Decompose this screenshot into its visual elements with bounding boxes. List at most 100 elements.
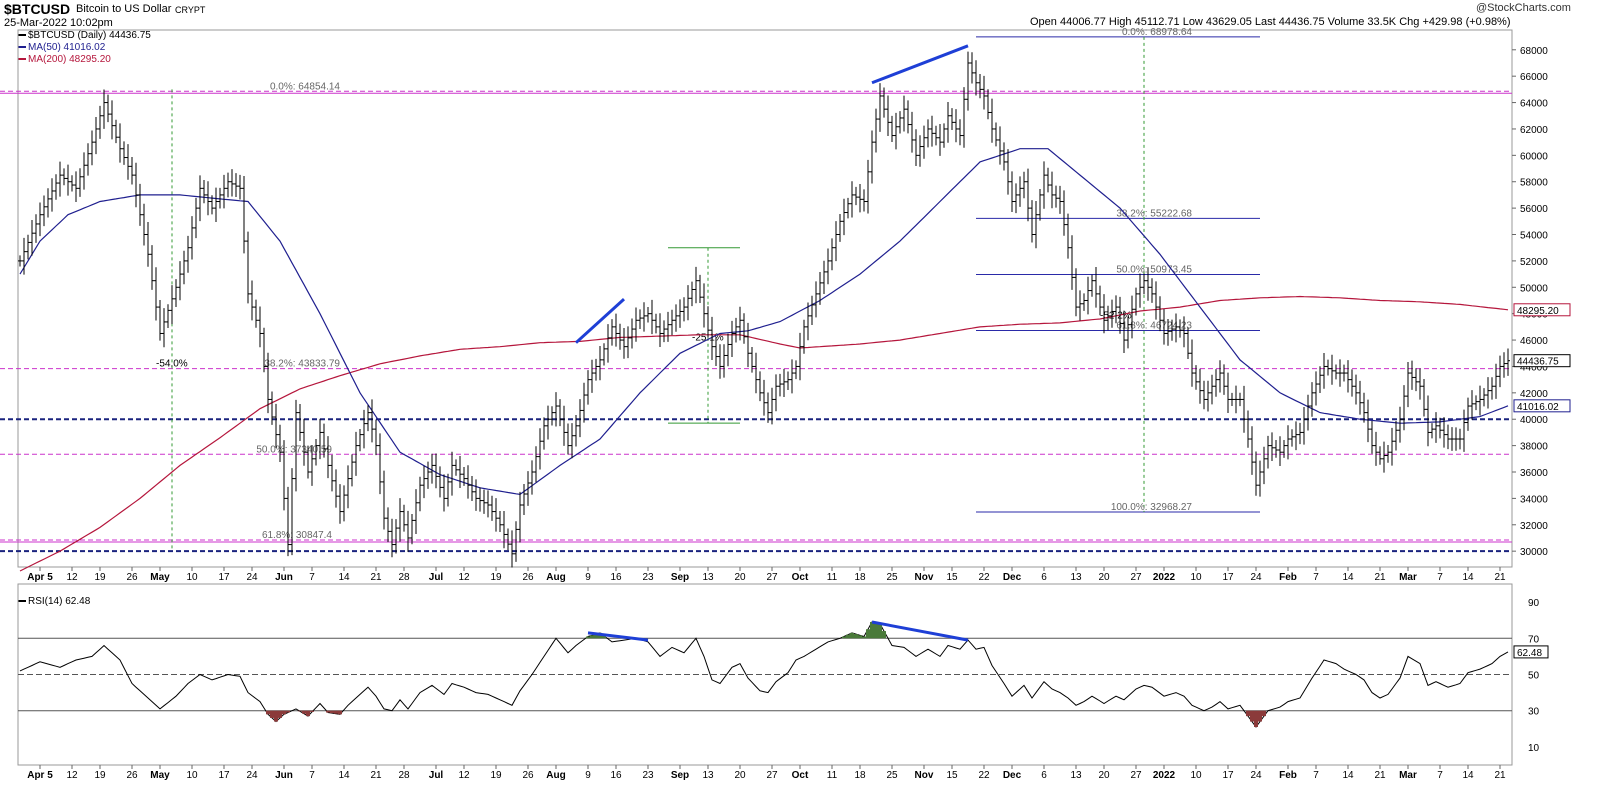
price-bar: [886, 95, 890, 136]
x-tick-label: Sep: [671, 770, 689, 781]
price-bar: [202, 180, 206, 204]
price-bar: [1354, 374, 1358, 405]
x-tick-label: 20: [1098, 572, 1110, 583]
x-tick-label: 12: [458, 572, 470, 583]
rsi-divergence-line: [871, 620, 969, 642]
x-tick-label: 10: [186, 572, 198, 583]
ma200-axis-label-text: 48295.20: [1517, 306, 1559, 317]
x-tick-label: 14: [1462, 572, 1474, 583]
price-bar: [878, 83, 882, 132]
price-bar: [482, 489, 486, 514]
price-bar: [918, 135, 922, 167]
rsi-tick-label: 30: [1528, 707, 1540, 718]
price-bar: [1266, 435, 1270, 469]
price-bar: [1314, 371, 1318, 406]
price-bar: [1018, 176, 1022, 207]
price-bar: [1282, 439, 1286, 458]
x-tick-label: 27: [766, 770, 778, 781]
price-bar: [470, 475, 474, 502]
price-bar: [198, 175, 202, 222]
price-bar: [522, 483, 526, 516]
price-bar: [378, 433, 382, 495]
price-bar: [1150, 278, 1154, 303]
price-bar: [86, 143, 90, 176]
x-tick-label: 24: [246, 572, 258, 583]
price-bar: [894, 112, 898, 150]
x-tick-label: 27: [1130, 770, 1142, 781]
price-bar: [238, 174, 242, 200]
price-bar: [1090, 274, 1094, 297]
price-bar: [318, 418, 322, 460]
price-bar: [414, 489, 418, 535]
x-tick-label: 11: [827, 572, 838, 583]
price-bar: [630, 318, 634, 349]
rsi-tick-label: 70: [1528, 634, 1540, 645]
price-bar: [118, 123, 122, 163]
price-bar: [778, 373, 782, 397]
price-bar: [30, 219, 34, 256]
price-bar: [750, 347, 754, 373]
x-tick-label: 9: [585, 572, 591, 583]
price-bar: [1186, 327, 1190, 360]
price-bar: [678, 299, 682, 328]
fib-annotation: -25.1%: [692, 333, 724, 344]
price-bar: [1074, 268, 1078, 317]
price-bar: [1302, 406, 1306, 445]
price-bar: [342, 485, 346, 522]
price-bar: [114, 119, 118, 144]
x-tick-label: 25: [886, 572, 898, 583]
price-bar: [1182, 316, 1186, 348]
price-bar: [434, 453, 438, 489]
symbol-title: $BTCUSD: [4, 1, 71, 17]
price-bar: [578, 399, 582, 438]
price-bar: [1294, 421, 1298, 451]
price-bar: [614, 313, 618, 347]
price-bar: [562, 405, 566, 446]
x-tick-label: Feb: [1279, 770, 1297, 781]
price-bar: [1442, 417, 1446, 448]
price-bar: [906, 100, 910, 134]
y-tick-label: 34000: [1520, 494, 1548, 505]
price-bar: [1494, 363, 1498, 399]
price-bar: [1014, 183, 1018, 214]
price-bar: [1102, 294, 1106, 334]
x-tick-label: 25: [886, 770, 898, 781]
price-bar: [1086, 276, 1090, 315]
price-bar: [102, 89, 106, 129]
price-bar: [870, 130, 874, 184]
y-tick-label: 56000: [1520, 204, 1548, 215]
price-bar: [1410, 360, 1414, 390]
price-bar: [406, 510, 410, 552]
price-bar: [642, 302, 646, 332]
price-bar: [1470, 390, 1474, 420]
x-tick-label: Oct: [792, 770, 809, 781]
x-tick-label: Feb: [1279, 572, 1297, 583]
price-bar: [1174, 313, 1178, 343]
price-bar: [1094, 266, 1098, 308]
price-bar: [1506, 348, 1510, 376]
x-tick-label: 7: [1437, 770, 1443, 781]
price-bar: [462, 466, 466, 486]
price-bar: [258, 306, 262, 348]
price-bar: [638, 309, 642, 330]
price-bar: [538, 428, 542, 470]
price-bar: [518, 491, 522, 543]
price-bar: [1486, 377, 1490, 409]
price-bar: [754, 352, 758, 394]
price-bar: [186, 235, 190, 273]
price-bar: [1058, 185, 1062, 214]
price-bar: [130, 156, 134, 185]
price-bar: [226, 172, 230, 198]
price-bar: [150, 245, 154, 290]
x-tick-label: Apr 5: [27, 770, 53, 781]
x-tick-label: 15: [946, 770, 958, 781]
price-bar: [1246, 410, 1250, 448]
price-bar: [738, 306, 742, 341]
chart-timestamp: 25-Mar-2022 10:02pm: [4, 17, 113, 29]
x-tick-label: 18: [854, 770, 866, 781]
price-bar: [1278, 436, 1282, 466]
price-bar: [1202, 380, 1206, 410]
price-bar: [190, 216, 194, 260]
price-bar: [310, 444, 314, 486]
price-bar: [1338, 359, 1342, 387]
